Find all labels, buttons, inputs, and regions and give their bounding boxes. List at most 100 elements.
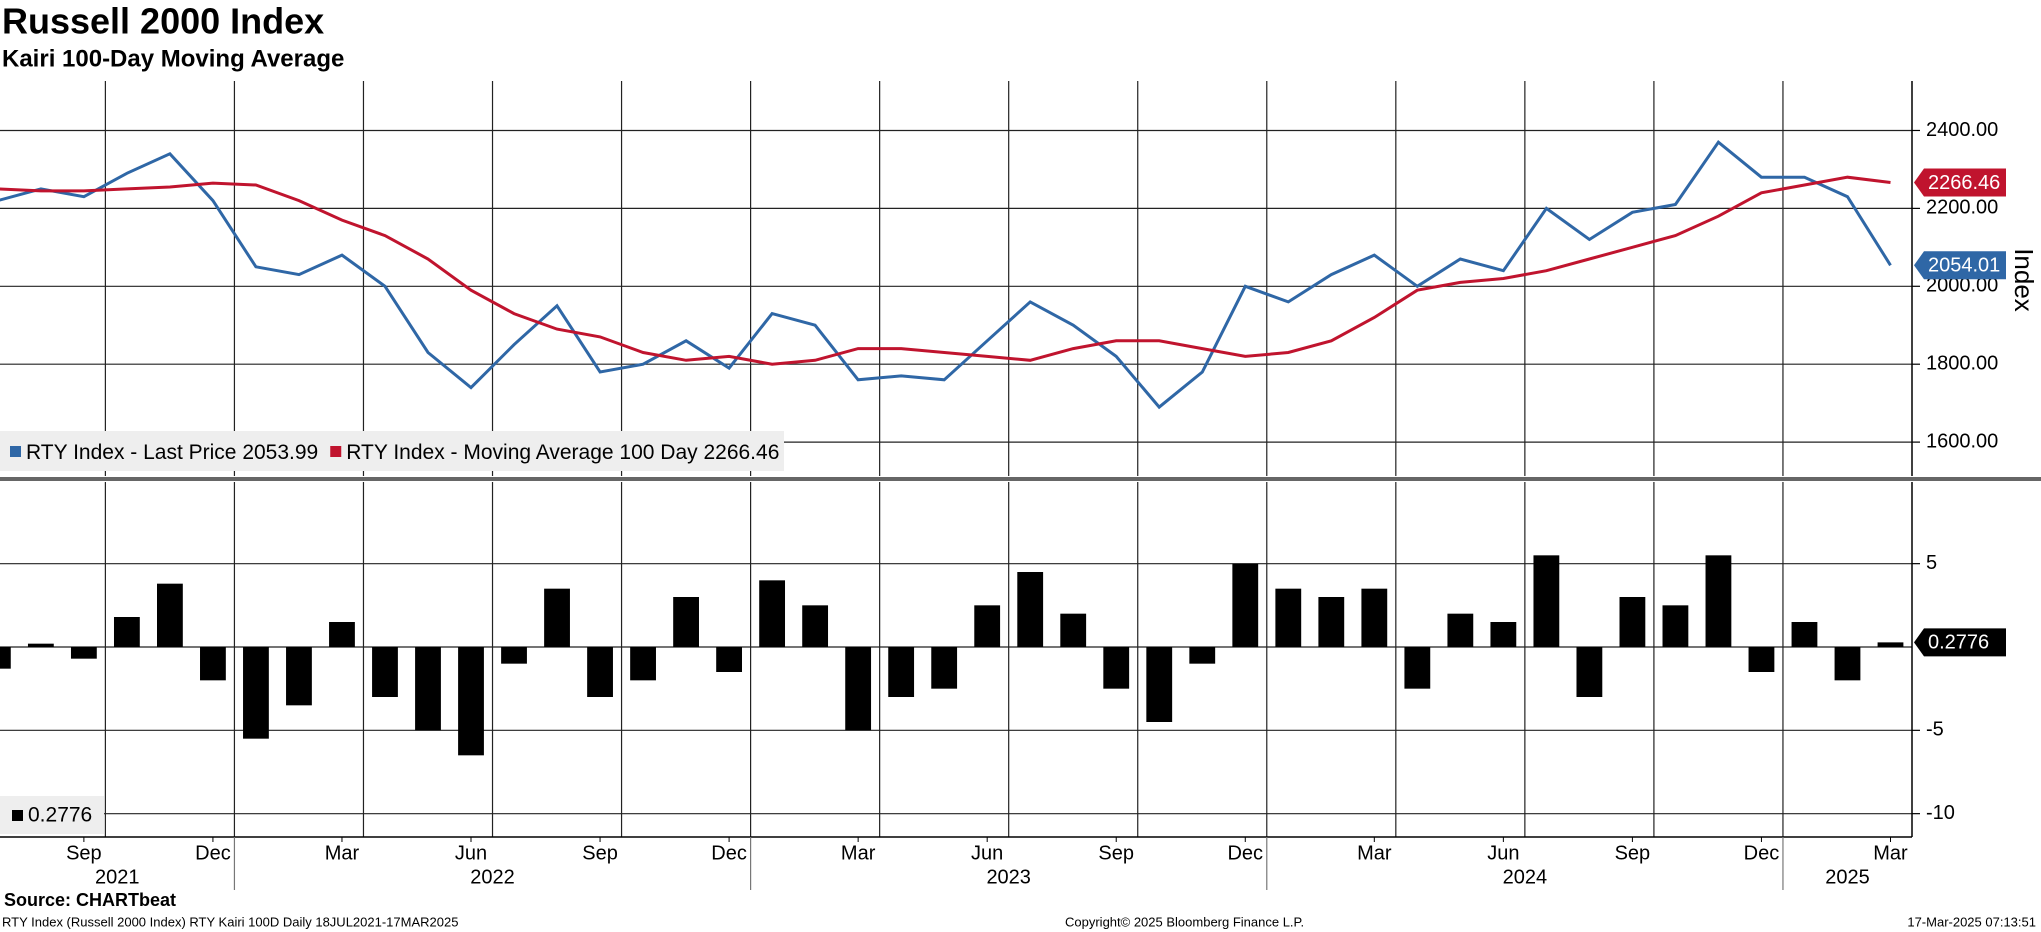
footer-right: 17-Mar-2025 07:13:51 [1907, 914, 2036, 929]
value-tag: 2054.01 [1928, 255, 2000, 277]
year-label: 2023 [986, 866, 1031, 888]
footer-left: RTY Index (Russell 2000 Index) RTY Kairi… [2, 914, 458, 929]
panel-separator [0, 477, 2041, 481]
value-tag-box [1914, 251, 2006, 280]
legend-name: RTY Index - Moving Average 100 Day [346, 441, 698, 464]
y-tick-label: 2200.00 [1926, 197, 1998, 219]
legend-entry: 0.2776 [28, 804, 92, 827]
bar [716, 647, 743, 672]
x-tick-label: Dec [711, 842, 747, 864]
legend-entry: RTY Index - Moving Average 100 Day 2266.… [346, 441, 779, 464]
source: Source: CHARTbeat [4, 890, 176, 910]
y-tick-label: -10 [1926, 802, 1955, 824]
bar [673, 597, 699, 647]
x-tick-label: Sep [66, 842, 102, 864]
legend-swatch [12, 810, 23, 821]
legend-swatch [330, 446, 342, 457]
bar [501, 647, 527, 664]
bar [286, 647, 312, 706]
bar [372, 647, 398, 697]
bar [759, 580, 786, 647]
bar [1791, 622, 1818, 647]
bar [415, 647, 441, 731]
legend-name: RTY Index - Last Price [26, 441, 236, 464]
y-tick-label: -5 [1926, 719, 1944, 741]
y-tick-label: 5 [1926, 552, 1937, 574]
bar [70, 647, 97, 659]
x-tick-label: Jun [1487, 842, 1519, 864]
bar [1877, 642, 1904, 647]
x-tick-label: Mar [1357, 842, 1392, 864]
year-label: 2021 [95, 866, 140, 888]
bar [845, 647, 872, 731]
bar [1490, 622, 1517, 647]
value-tag: 0.2776 [1928, 632, 1989, 654]
x-tick-label: Dec [1744, 842, 1780, 864]
bar [1619, 597, 1646, 647]
y-tick-label: 2000.00 [1926, 275, 1998, 297]
bar [630, 647, 656, 681]
year-label: 2022 [470, 866, 515, 888]
bar [1705, 555, 1732, 647]
bar [0, 647, 11, 669]
x-tick-label: Mar [1873, 842, 1908, 864]
bar [802, 605, 829, 647]
bar [1060, 613, 1087, 647]
legend-background [0, 431, 784, 471]
bar [458, 647, 484, 756]
bar [329, 622, 355, 647]
bar [1748, 647, 1775, 672]
y-tick-label: 1600.00 [1926, 430, 1998, 452]
bar [1017, 572, 1044, 647]
chart-title: Russell 2000 Index [2, 1, 324, 42]
y-tick-label: 1800.00 [1926, 352, 1998, 374]
x-tick-label: Jun [971, 842, 1003, 864]
x-tick-label: Sep [1615, 842, 1651, 864]
line [0, 140, 1892, 410]
y-tick-label: 2400.00 [1926, 119, 1998, 141]
bar [888, 647, 915, 697]
chart-subtitle: Kairi 100-Day Moving Average [2, 45, 344, 72]
legend-value: 2266.46 [703, 441, 779, 464]
value-tag: 2266.46 [1928, 172, 2000, 194]
bar [1146, 647, 1173, 722]
bar [1834, 647, 1861, 681]
bar [974, 605, 1001, 647]
x-tick-label: Sep [582, 842, 618, 864]
bar [200, 647, 226, 681]
legend-value: 2053.99 [242, 441, 318, 464]
bar [1103, 647, 1130, 689]
bar [1533, 555, 1560, 647]
bar [1361, 588, 1388, 647]
value-tag-box [1914, 168, 2006, 197]
bar [544, 588, 570, 647]
legend-entry: RTY Index - Last Price 2053.99 [26, 441, 318, 464]
footer-center: Copyright© 2025 Bloomberg Finance L.P. [1065, 914, 1304, 929]
bar [243, 647, 269, 739]
x-tick-label: Mar [325, 842, 360, 864]
bar [1275, 588, 1302, 647]
x-tick-label: Dec [195, 842, 231, 864]
bar [1189, 647, 1216, 664]
y-axis-label: Index [2009, 248, 2039, 312]
bar [1232, 563, 1259, 647]
bar [27, 643, 54, 647]
bar [1404, 647, 1431, 689]
year-label: 2025 [1825, 866, 1870, 888]
bar [1318, 597, 1345, 647]
bar [157, 583, 183, 647]
x-tick-label: Sep [1098, 842, 1134, 864]
bar [1662, 605, 1689, 647]
bar [931, 647, 958, 689]
bar [587, 647, 613, 697]
year-label: 2024 [1503, 866, 1548, 888]
x-tick-label: Dec [1227, 842, 1263, 864]
bar [1447, 613, 1474, 647]
line [0, 175, 1891, 366]
bar [113, 617, 140, 647]
value-tag-box [1914, 628, 2006, 657]
x-tick-label: Jun [455, 842, 487, 864]
bar [1576, 647, 1603, 697]
x-tick-label: Mar [841, 842, 876, 864]
